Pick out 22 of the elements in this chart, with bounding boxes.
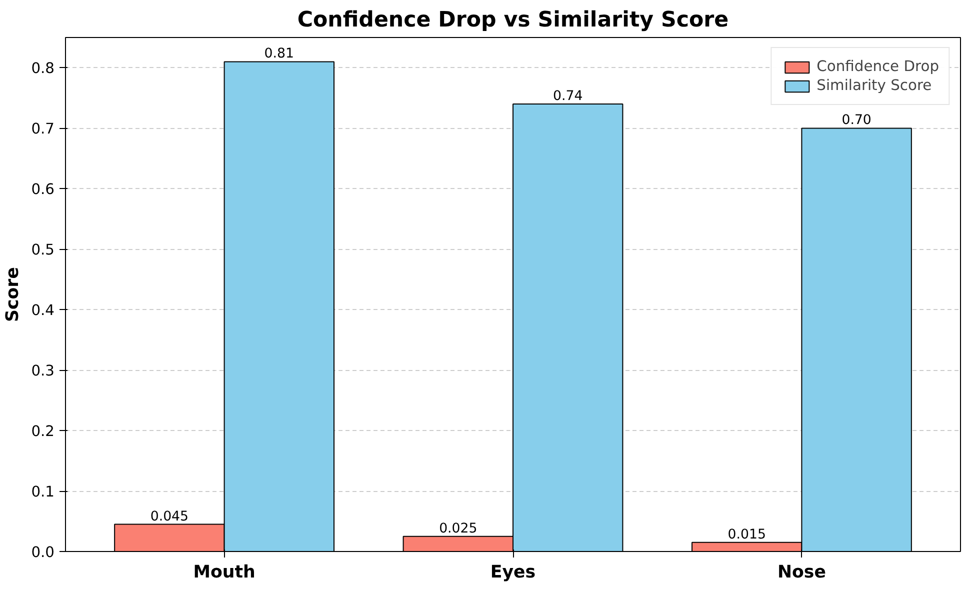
x-tick-label: Mouth	[193, 562, 256, 582]
y-tick-label: 0.5	[31, 242, 55, 259]
data-label: 0.81	[264, 46, 294, 62]
data-label: 0.015	[728, 527, 766, 542]
y-tick-label: 0.4	[31, 302, 55, 320]
data-label: 0.045	[150, 509, 189, 524]
y-tick-label: 0.1	[31, 484, 55, 501]
y-tick-label: 0.6	[31, 181, 55, 198]
y-tick-label: 0.8	[31, 60, 55, 78]
data-label: 0.74	[553, 89, 583, 104]
y-axis-title: Score	[3, 267, 24, 322]
y-tick-label: 0.2	[31, 423, 55, 440]
x-tick-label: Nose	[777, 562, 826, 582]
y-tick-label: 0.3	[31, 362, 55, 380]
legend-label: Similarity Score	[816, 77, 932, 94]
chart-title: Confidence Drop vs Similarity Score	[297, 8, 729, 32]
data-label: 0.025	[439, 521, 478, 536]
data-label: 0.70	[842, 113, 872, 128]
x-tick-label: Eyes	[490, 562, 536, 582]
y-tick-label: 0.7	[31, 120, 55, 138]
legend-label: Confidence Drop	[816, 58, 939, 75]
y-tick-label: 0.0	[31, 544, 55, 561]
